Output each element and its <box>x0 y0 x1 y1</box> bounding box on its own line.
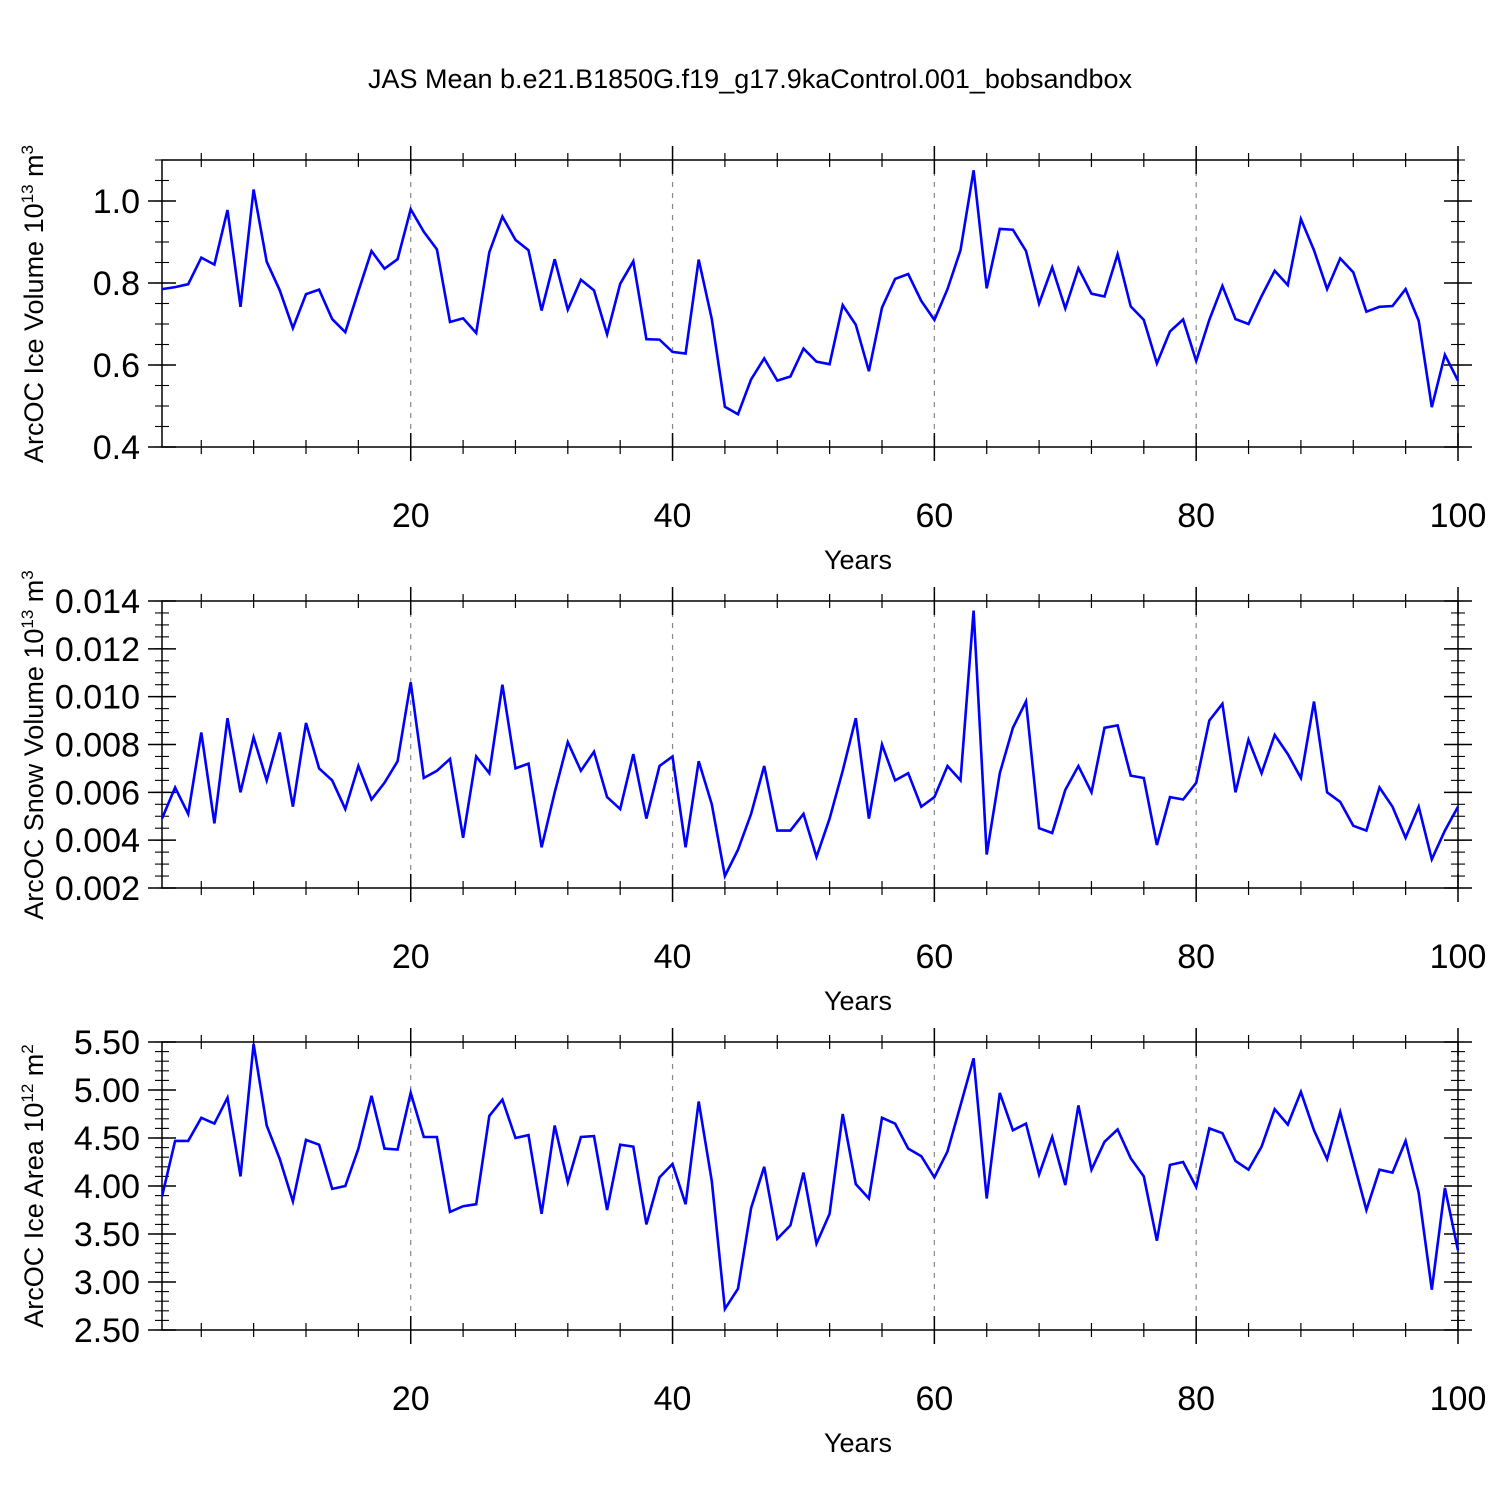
ice-volume-x-tick-label: 40 <box>654 497 692 535</box>
ice-area-y-axis-label-unit: m <box>19 1054 49 1084</box>
ice-volume-y-axis-label: ArcOC Ice Volume 1013 m3 <box>18 145 49 463</box>
ice-volume-x-tick-label: 80 <box>1177 497 1215 535</box>
ice-area-frame <box>161 1041 1459 1331</box>
ice-area-x-tick-label: 60 <box>915 1380 953 1418</box>
snow-volume-y-tick-label: 0.004 <box>55 822 140 860</box>
ice-volume-x-tick-label: 60 <box>915 497 953 535</box>
ice-volume-frame <box>161 159 1459 448</box>
ice-area-y-tick-label: 5.00 <box>74 1072 140 1110</box>
snow-volume-y-axis-label: ArcOC Snow Volume 1013 m3 <box>18 570 49 920</box>
snow-volume-y-axis-label-exponent: 13 <box>18 610 37 629</box>
ice-area-x-tick-label: 100 <box>1430 1380 1487 1418</box>
ice-area-x-tick-label: 40 <box>654 1380 692 1418</box>
ice-area-y-tick-label: 5.50 <box>74 1024 140 1062</box>
ice-area-series-line <box>160 1043 1460 1313</box>
snow-volume-y-tick-label: 0.010 <box>55 679 140 717</box>
ice-volume-y-tick-label: 0.4 <box>93 429 140 467</box>
snow-volume-y-tick-label: 0.002 <box>55 870 140 908</box>
ice-area-y-axis-label-unit-exponent: 2 <box>18 1044 37 1053</box>
ice-area-y-axis-label-exponent: 12 <box>18 1084 37 1103</box>
ice-volume-y-axis-label-unit-exponent: 3 <box>18 145 37 154</box>
ice-volume-y-tick-label: 0.6 <box>93 347 140 385</box>
snow-volume-panel: 20 40 60 80 100 0.002 0.004 0.006 0.008 0.010 0.01… <box>18 570 1486 1016</box>
snow-volume-x-tick-label: 100 <box>1430 938 1487 976</box>
ice-area-y-tick-label: 3.50 <box>74 1216 140 1254</box>
ice-area-y-axis-label-text: ArcOC Ice Area 10 <box>19 1103 49 1328</box>
ice-area-y-tick-label: 3.00 <box>74 1264 140 1302</box>
snow-volume-y-axis-label-text: ArcOC Snow Volume 10 <box>19 629 49 920</box>
snow-volume-frame <box>161 600 1459 889</box>
snow-volume-y-tick-label: 0.012 <box>55 631 140 669</box>
ice-area-y-axis-label: ArcOC Ice Area 1012 m2 <box>18 1044 49 1328</box>
snow-volume-y-axis-label-unit-exponent: 3 <box>18 570 37 579</box>
snow-volume-series-line <box>160 610 1460 881</box>
ice-area-x-axis-label: Years <box>824 1428 892 1458</box>
ice-area-y-tick-label: 2.50 <box>74 1312 140 1350</box>
ice-area-x-tick-label: 20 <box>392 1380 430 1418</box>
figure-title: JAS Mean b.e21.B1850G.f19_g17.9kaControl… <box>367 64 1133 94</box>
ice-volume-y-axis-label-exponent: 13 <box>18 184 37 203</box>
ice-volume-y-axis-label-text: ArcOC Ice Volume 10 <box>19 203 49 463</box>
snow-volume-x-tick-label: 40 <box>654 938 692 976</box>
snow-volume-x-axis-label: Years <box>824 986 892 1016</box>
snow-volume-x-tick-label: 80 <box>1177 938 1215 976</box>
snow-volume-x-tick-label: 60 <box>915 938 953 976</box>
ice-volume-series-line <box>161 170 1460 417</box>
ice-volume-x-tick-label: 100 <box>1430 497 1487 535</box>
snow-volume-y-tick-label: 0.006 <box>55 774 140 812</box>
snow-volume-y-tick-label: 0.008 <box>55 727 140 765</box>
ice-area-x-tick-label: 80 <box>1177 1380 1215 1418</box>
ice-volume-panel: 20 40 60 80 100 0.4 0.6 0.8 1.0 Years ArcOC Ice Vo… <box>18 145 1486 575</box>
ice-area-y-tick-label: 4.50 <box>74 1120 140 1158</box>
ice-volume-y-tick-label: 1.0 <box>93 183 140 221</box>
ice-volume-y-axis-label-unit: m <box>19 154 49 184</box>
ice-volume-x-axis-label: Years <box>824 545 892 575</box>
ice-area-y-tick-label: 4.00 <box>74 1168 140 1206</box>
snow-volume-y-axis-label-unit: m <box>19 580 49 610</box>
snow-volume-x-tick-label: 20 <box>392 938 430 976</box>
ice-volume-y-tick-label: 0.8 <box>93 265 140 303</box>
snow-volume-y-tick-label: 0.014 <box>55 583 140 621</box>
ice-area-panel: 20 40 60 80 100 2.50 3.00 3.50 4.00 4.50 5.00 5.50 Y… <box>18 1024 1486 1458</box>
ice-volume-x-tick-label: 20 <box>392 497 430 535</box>
